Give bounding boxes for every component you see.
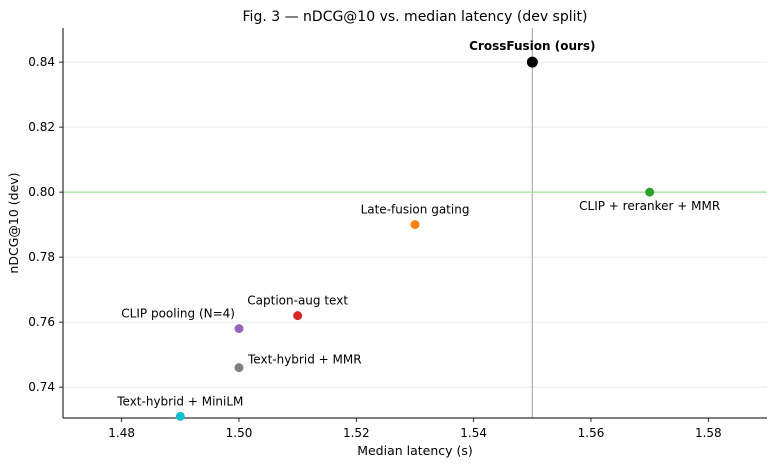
y-tick-label: 0.78 [28, 250, 55, 264]
data-point [526, 56, 538, 68]
point-label: CLIP + reranker + MMR [579, 199, 720, 213]
y-tick-label: 0.74 [28, 380, 55, 394]
x-tick-label: 1.56 [578, 426, 605, 440]
x-tick-label: 1.48 [108, 426, 135, 440]
point-labels: CrossFusion (ours) CLIP + reranker + MMR L… [116, 39, 720, 408]
data-point [645, 187, 655, 197]
point-label: CLIP pooling (N=4) [121, 307, 235, 321]
point-label: Text-hybrid + MiniLM [116, 394, 243, 408]
x-tick-label: 1.50 [226, 426, 253, 440]
x-tick-label: 1.54 [460, 426, 487, 440]
y-axis-title: nDCG@10 (dev) [6, 172, 21, 273]
y-tick-label: 0.84 [28, 55, 55, 69]
data-point [410, 220, 420, 230]
axes: 0.74 0.76 0.78 0.80 0.82 0.84 1.48 1.50 1.52 1.54… [28, 28, 767, 440]
point-label: CrossFusion (ours) [469, 39, 595, 53]
x-tick-label: 1.52 [343, 426, 370, 440]
data-points [175, 56, 655, 421]
point-label: Caption-aug text [247, 294, 348, 308]
x-tick-label: 1.58 [695, 426, 722, 440]
data-point [234, 324, 244, 334]
data-point [175, 411, 185, 421]
x-axis-title: Median latency (s) [357, 443, 473, 458]
data-point [293, 311, 303, 321]
chart-title: Fig. 3 — nDCG@10 vs. median latency (dev… [243, 9, 588, 25]
point-label: Late-fusion gating [361, 203, 470, 217]
y-tick-label: 0.82 [28, 120, 55, 134]
y-tick-label: 0.76 [28, 315, 55, 329]
point-label: Text-hybrid + MMR [247, 353, 362, 367]
data-point [234, 363, 244, 373]
y-tick-label: 0.80 [28, 185, 55, 199]
